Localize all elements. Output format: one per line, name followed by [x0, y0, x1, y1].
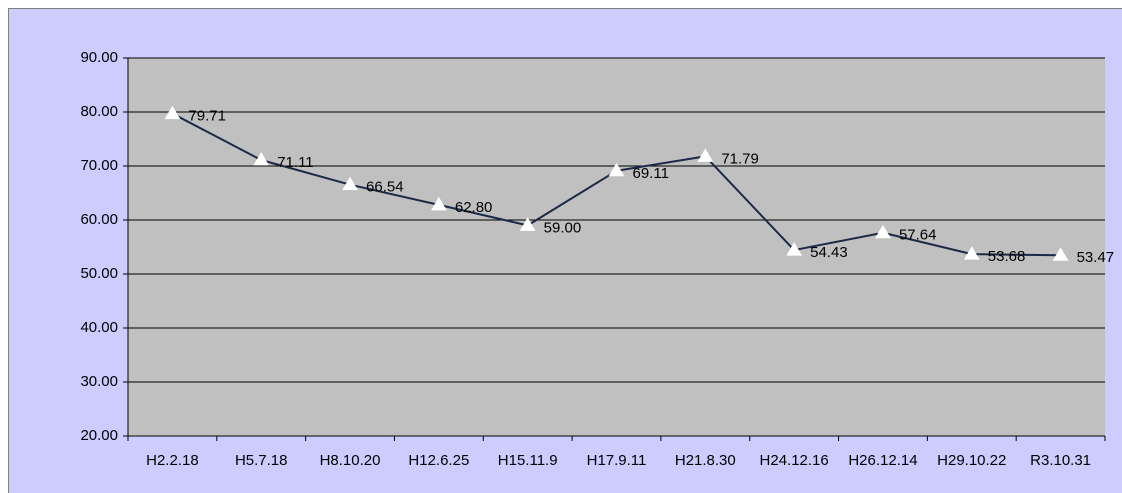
x-tick-label: R3.10.31 [1030, 452, 1091, 469]
marker [1052, 247, 1069, 261]
y-tick-label: 90.00 [80, 49, 118, 66]
marker [963, 246, 980, 260]
x-tick-label: H21.8.30 [675, 452, 736, 469]
data-label: 62.80 [455, 199, 493, 216]
y-tick-label: 50.00 [80, 265, 118, 282]
marker [164, 105, 181, 120]
x-tick-label: H17.9.11 [587, 452, 647, 469]
marker [875, 224, 891, 239]
y-tick-label: 60.00 [80, 211, 118, 228]
marker [519, 217, 536, 231]
data-label: 54.43 [810, 244, 848, 261]
x-tick-label: H8.10.20 [320, 452, 381, 469]
y-tick-label: 70.00 [80, 157, 118, 174]
marker [253, 152, 270, 166]
data-label: 69.11 [633, 165, 669, 182]
x-tick-label: H5.7.18 [235, 452, 288, 469]
y-tick-label: 40.00 [80, 319, 118, 336]
x-tick-label: H24.12.16 [760, 452, 829, 469]
x-tick-label: H2.2.18 [146, 452, 199, 469]
data-label: 71.11 [277, 154, 313, 171]
marker [697, 148, 714, 162]
marker [430, 196, 447, 211]
data-label: 57.64 [899, 227, 937, 244]
marker [608, 162, 625, 177]
data-label: 59.00 [544, 219, 582, 236]
y-tick-label: 30.00 [80, 373, 118, 390]
data-label: 79.71 [188, 108, 226, 125]
x-tick-label: H15.11.9 [498, 452, 558, 469]
data-label: 53.68 [988, 248, 1026, 265]
data-label: 66.54 [366, 179, 404, 196]
data-label: 71.79 [721, 150, 759, 167]
y-tick-label: 80.00 [80, 103, 118, 120]
x-tick-label: H26.12.14 [848, 452, 917, 469]
x-tick-label: H29.10.22 [937, 452, 1006, 469]
marker [786, 242, 803, 256]
plot-area [128, 58, 1105, 436]
data-label: 53.47 [1077, 249, 1115, 266]
y-tick-label: 20.00 [80, 427, 118, 444]
marker [342, 176, 358, 191]
x-tick-label: H12.6.25 [408, 452, 469, 469]
